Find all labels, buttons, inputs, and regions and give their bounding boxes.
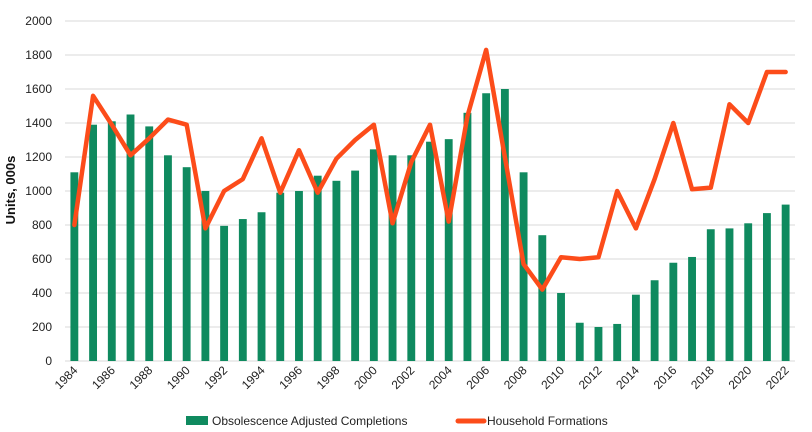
x-tick-label: 2010 <box>538 363 567 392</box>
y-axis: 0 200 400 600 800 1000 1200 1400 1600 1800 2000 <box>25 14 52 368</box>
bar-2021 <box>762 213 771 361</box>
x-tick-label: 1984 <box>52 363 81 392</box>
bar-2010 <box>557 293 565 361</box>
legend-label-formations: Household Formations <box>487 414 608 428</box>
x-tick-label: 1998 <box>314 363 343 392</box>
bar-2009 <box>538 235 547 361</box>
bar-2013 <box>613 323 622 361</box>
bar-1985 <box>89 124 98 361</box>
x-tick-label: 1986 <box>89 363 118 392</box>
x-tick-label: 2012 <box>576 363 605 392</box>
bar-2005 <box>463 112 472 361</box>
y-tick-label: 600 <box>32 252 52 266</box>
x-tick-label: 2002 <box>389 363 418 392</box>
x-tick-label: 2008 <box>501 363 530 392</box>
x-tick-label: 2020 <box>726 363 755 392</box>
bar-1992 <box>220 225 229 361</box>
bar-1994 <box>257 212 266 361</box>
bar-1991 <box>201 191 210 361</box>
bar-2001 <box>388 155 397 361</box>
y-tick-label: 1600 <box>25 82 52 96</box>
y-tick-label: 400 <box>32 286 52 300</box>
bar-2007 <box>500 89 509 361</box>
line-series <box>72 47 788 292</box>
legend: Obsolescence Adjusted Completions Househo… <box>186 414 608 428</box>
bar-2011 <box>575 322 584 361</box>
y-tick-label: 1400 <box>25 116 52 130</box>
bar-2000 <box>369 149 378 361</box>
x-tick-label: 2014 <box>613 363 642 392</box>
bar-1996 <box>295 191 303 361</box>
bar-1988 <box>145 126 154 362</box>
bar-1995 <box>276 192 285 361</box>
bar-1987 <box>126 114 135 361</box>
x-tick-label: 2022 <box>763 363 792 392</box>
x-tick-label: 2000 <box>351 363 380 392</box>
bar-2012 <box>594 327 603 361</box>
bar-1998 <box>332 180 341 361</box>
x-tick-label: 1990 <box>164 363 193 392</box>
bar-1993 <box>238 219 247 361</box>
bar-2020 <box>744 223 753 361</box>
x-tick-label: 1988 <box>127 363 156 392</box>
y-tick-label: 800 <box>32 218 52 232</box>
bar-2004 <box>444 139 453 361</box>
bar-2006 <box>482 93 491 361</box>
bar-2018 <box>706 229 715 361</box>
y-axis-title: Units, 000s <box>3 156 18 225</box>
bar-1999 <box>351 170 360 361</box>
bar-series <box>70 89 790 362</box>
y-tick-label: 1200 <box>25 150 52 164</box>
y-tick-label: 1000 <box>25 184 52 198</box>
bar-2014 <box>631 294 640 361</box>
x-tick-label: 2004 <box>426 363 455 392</box>
bar-1984 <box>70 172 79 361</box>
bar-2019 <box>725 228 734 361</box>
bar-2002 <box>407 155 416 361</box>
y-tick-label: 2000 <box>25 14 52 28</box>
x-tick-label: 1992 <box>201 363 230 392</box>
y-tick-label: 1800 <box>25 48 52 62</box>
bar-1990 <box>182 167 191 361</box>
y-tick-label: 200 <box>32 320 52 334</box>
x-tick-label: 1996 <box>276 363 305 392</box>
x-tick-label: 2016 <box>651 363 680 392</box>
bar-1989 <box>164 155 172 361</box>
bar-1986 <box>107 121 116 361</box>
x-tick-label: 2018 <box>688 363 717 392</box>
bar-2016 <box>669 262 678 361</box>
bar-2015 <box>650 280 659 361</box>
x-tick-label: 1994 <box>239 363 268 392</box>
bar-2022 <box>781 204 790 361</box>
y-tick-label: 0 <box>45 354 52 368</box>
legend-label-completions: Obsolescence Adjusted Completions <box>212 414 407 428</box>
x-tick-label: 2006 <box>463 363 492 392</box>
legend-swatch-completions <box>186 416 208 425</box>
x-axis: 1984 1986 1988 1990 1992 1994 1996 1998 2000 2002… <box>52 363 792 392</box>
bar-1997 <box>313 175 322 361</box>
bar-2017 <box>688 256 696 361</box>
bar-2003 <box>426 141 434 361</box>
